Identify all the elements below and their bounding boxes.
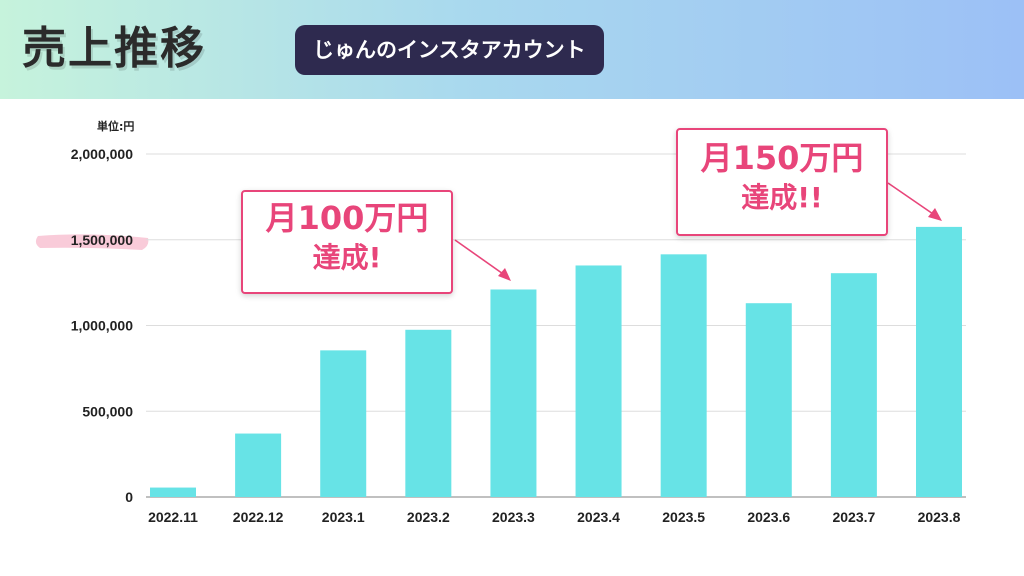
bar [830, 273, 877, 497]
x-tick-label: 2023.8 [918, 509, 961, 525]
x-tick-label: 2023.3 [492, 509, 535, 525]
x-tick-label: 2023.5 [662, 509, 705, 525]
x-tick-label: 2023.1 [322, 509, 365, 525]
bar [320, 350, 367, 497]
bar [916, 226, 962, 497]
unit-label: 単位:円 [97, 119, 134, 133]
x-tick-label: 2023.2 [407, 509, 450, 525]
x-tick-label: 2022.12 [233, 509, 284, 525]
callout-100man: 月100万円 達成! [241, 190, 453, 294]
bar [660, 254, 707, 497]
bar [235, 433, 282, 497]
y-tick-label: 2,000,000 [71, 146, 133, 162]
bar [575, 265, 622, 497]
callout-100man-line2: 達成! [312, 241, 382, 274]
bar [490, 289, 537, 497]
y-tick-label: 1,000,000 [71, 318, 133, 334]
callout-150man-line1: 月150万円 [700, 139, 864, 177]
x-tick-label: 2023.7 [832, 509, 875, 525]
callout-arrow [454, 239, 507, 277]
callout-arrow [887, 182, 937, 217]
callout-100man-line1: 月100万円 [265, 199, 429, 237]
highlight-mark [35, 234, 149, 250]
bar [150, 487, 196, 497]
account-badge: じゅんのインスタアカウント [295, 25, 604, 75]
callout-150man-line2: 達成!! [741, 181, 823, 214]
x-tick-label: 2022.11 [148, 509, 198, 525]
arrow-head [928, 208, 942, 221]
callout-150man: 月150万円 達成!! [676, 128, 888, 236]
bar [405, 329, 452, 497]
y-tick-label: 500,000 [82, 403, 133, 419]
arrow-head [498, 268, 511, 281]
y-tick-label: 0 [125, 489, 133, 505]
header-banner: 売上推移 じゅんのインスタアカウント [0, 0, 1024, 99]
x-tick-label: 2023.4 [577, 509, 620, 525]
y-tick-label: 1,500,000 [71, 232, 133, 248]
bar [745, 303, 792, 497]
x-tick-label: 2023.6 [747, 509, 790, 525]
page-title: 売上推移 [22, 23, 206, 74]
